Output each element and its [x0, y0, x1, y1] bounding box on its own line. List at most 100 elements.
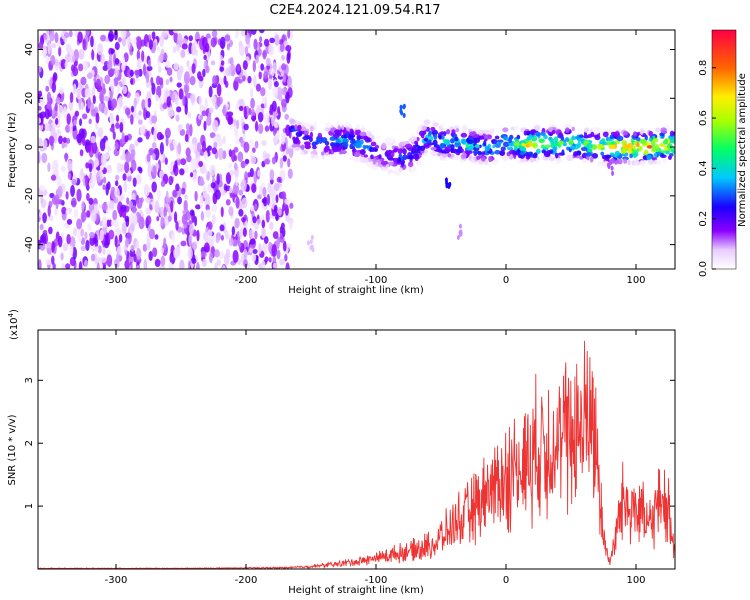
- noise-blob: [156, 216, 160, 222]
- ridge-point: [347, 134, 354, 141]
- noise-blob: [250, 204, 255, 212]
- noise-blob: [177, 142, 182, 155]
- noise-blob: [216, 97, 221, 108]
- ridge-point: [309, 131, 314, 139]
- ridge-point: [450, 148, 454, 154]
- noise-blob: [85, 162, 90, 169]
- noise-blob: [58, 46, 62, 57]
- noise-blob: [57, 235, 63, 248]
- noise-blob: [249, 238, 256, 245]
- noise-blob: [165, 79, 170, 86]
- noise-blob: [246, 185, 250, 192]
- ridge-point: [331, 155, 336, 160]
- ridge-point: [532, 153, 538, 159]
- noise-blob: [203, 150, 208, 160]
- noise-blob: [222, 265, 226, 269]
- noise-blob: [53, 194, 60, 205]
- noise-blob: [194, 190, 198, 202]
- ridge-point: [408, 137, 413, 143]
- ridge-point: [380, 161, 388, 166]
- ridge-point: [460, 132, 468, 138]
- ridge-point: [618, 158, 623, 165]
- noise-blob: [121, 221, 127, 235]
- spike-point: [402, 104, 406, 110]
- ridge-point: [340, 149, 347, 155]
- noise-blob: [173, 211, 178, 224]
- ridge-point: [411, 147, 419, 153]
- noise-blob: [67, 159, 73, 172]
- ridge-point: [643, 149, 649, 155]
- ridge-point: [488, 155, 493, 163]
- ridge-point: [454, 136, 459, 142]
- spike-point: [309, 239, 313, 245]
- noise-blob: [110, 220, 115, 227]
- noise-blob: [168, 175, 174, 186]
- noise-blob: [172, 164, 177, 173]
- noise-blob: [162, 103, 168, 109]
- ridge-point: [616, 135, 624, 142]
- noise-blob: [87, 223, 92, 231]
- noise-blob: [202, 231, 208, 241]
- noise-blob: [97, 43, 104, 56]
- noise-blob: [178, 123, 183, 131]
- ridge-point: [494, 135, 500, 140]
- ridge-point: [336, 121, 341, 127]
- ridge-point: [633, 141, 638, 146]
- noise-blob: [203, 242, 210, 253]
- noise-blob: [184, 194, 188, 200]
- ridge-point: [588, 148, 593, 153]
- noise-blob: [102, 65, 109, 71]
- noise-blob: [214, 262, 218, 269]
- noise-blob: [269, 73, 273, 81]
- noise-blob: [214, 189, 221, 200]
- noise-blob: [133, 214, 138, 226]
- noise-blob: [159, 134, 165, 140]
- x-tick-label: -200: [235, 275, 258, 286]
- noise-blob: [85, 30, 90, 37]
- noise-blob: [138, 167, 143, 174]
- noise-blob: [52, 73, 57, 85]
- noise-blob: [273, 182, 280, 192]
- noise-blob: [115, 114, 120, 123]
- noise-blob: [243, 123, 249, 131]
- ridge-point: [577, 141, 582, 148]
- noise-blob: [201, 258, 207, 268]
- snr-x-axis-label: Height of straight line (km): [288, 585, 424, 596]
- ridge-point: [609, 134, 614, 140]
- noise-blob: [279, 258, 285, 266]
- ridge-point: [478, 129, 484, 136]
- ridge-point: [391, 151, 395, 158]
- noise-blob: [102, 176, 107, 184]
- noise-blob: [177, 196, 182, 205]
- noise-blob: [254, 120, 259, 132]
- ridge-point: [602, 131, 609, 138]
- ridge-point: [451, 129, 456, 135]
- ridge-point: [550, 143, 556, 148]
- noise-blob: [122, 86, 128, 95]
- ridge-point: [450, 138, 455, 144]
- noise-blob: [240, 178, 247, 192]
- noise-blob: [287, 168, 293, 179]
- noise-blob: [273, 80, 279, 88]
- noise-blob: [102, 216, 108, 228]
- noise-blob: [154, 258, 161, 268]
- noise-blob: [233, 162, 238, 171]
- noise-blob: [285, 262, 290, 269]
- ridge-point: [488, 128, 495, 135]
- noise-blob: [39, 211, 43, 219]
- ridge-point: [483, 129, 490, 135]
- ridge-point: [650, 139, 655, 146]
- noise-blob: [52, 262, 56, 269]
- ridge-point: [580, 146, 588, 152]
- noise-blob: [244, 171, 249, 183]
- noise-blob: [38, 65, 42, 73]
- ridge-point: [294, 137, 299, 144]
- noise-blob: [50, 125, 56, 138]
- noise-blob: [165, 60, 171, 69]
- ridge-point: [637, 145, 643, 152]
- ridge-point: [502, 127, 509, 133]
- noise-blob: [236, 63, 241, 72]
- noise-blob: [228, 65, 232, 77]
- noise-blob: [165, 190, 169, 204]
- noise-blob: [189, 209, 195, 216]
